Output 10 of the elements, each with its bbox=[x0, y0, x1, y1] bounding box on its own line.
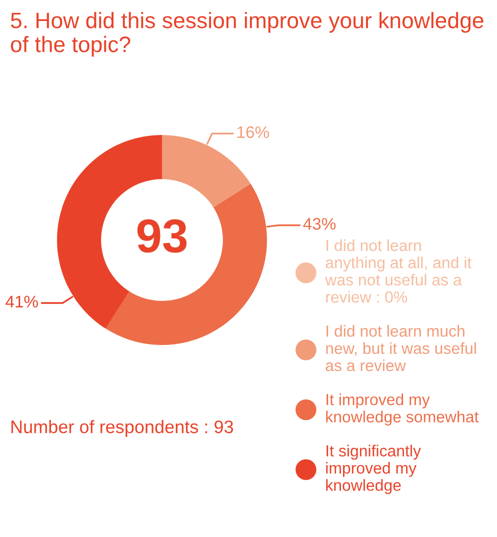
legend-label: I did not learn anything at all, and it was not useful as a review : 0% bbox=[325, 239, 472, 303]
legend-label: It improved my knowledge somewhat bbox=[326, 394, 479, 426]
text: 93 bbox=[137, 219, 187, 253]
text: Number of respondents : 93 bbox=[11, 420, 234, 437]
legend-label: I did not learn much new, but it was useful as a review bbox=[326, 325, 476, 372]
data-label: 43% bbox=[303, 218, 336, 230]
chart-title: 5. How did this session improve your knowledge of the topic? bbox=[10, 12, 484, 57]
data-label: 41% bbox=[6, 296, 38, 308]
legend-label: It significantly improved my knowledge bbox=[326, 444, 421, 494]
data-label: 16% bbox=[237, 126, 269, 138]
